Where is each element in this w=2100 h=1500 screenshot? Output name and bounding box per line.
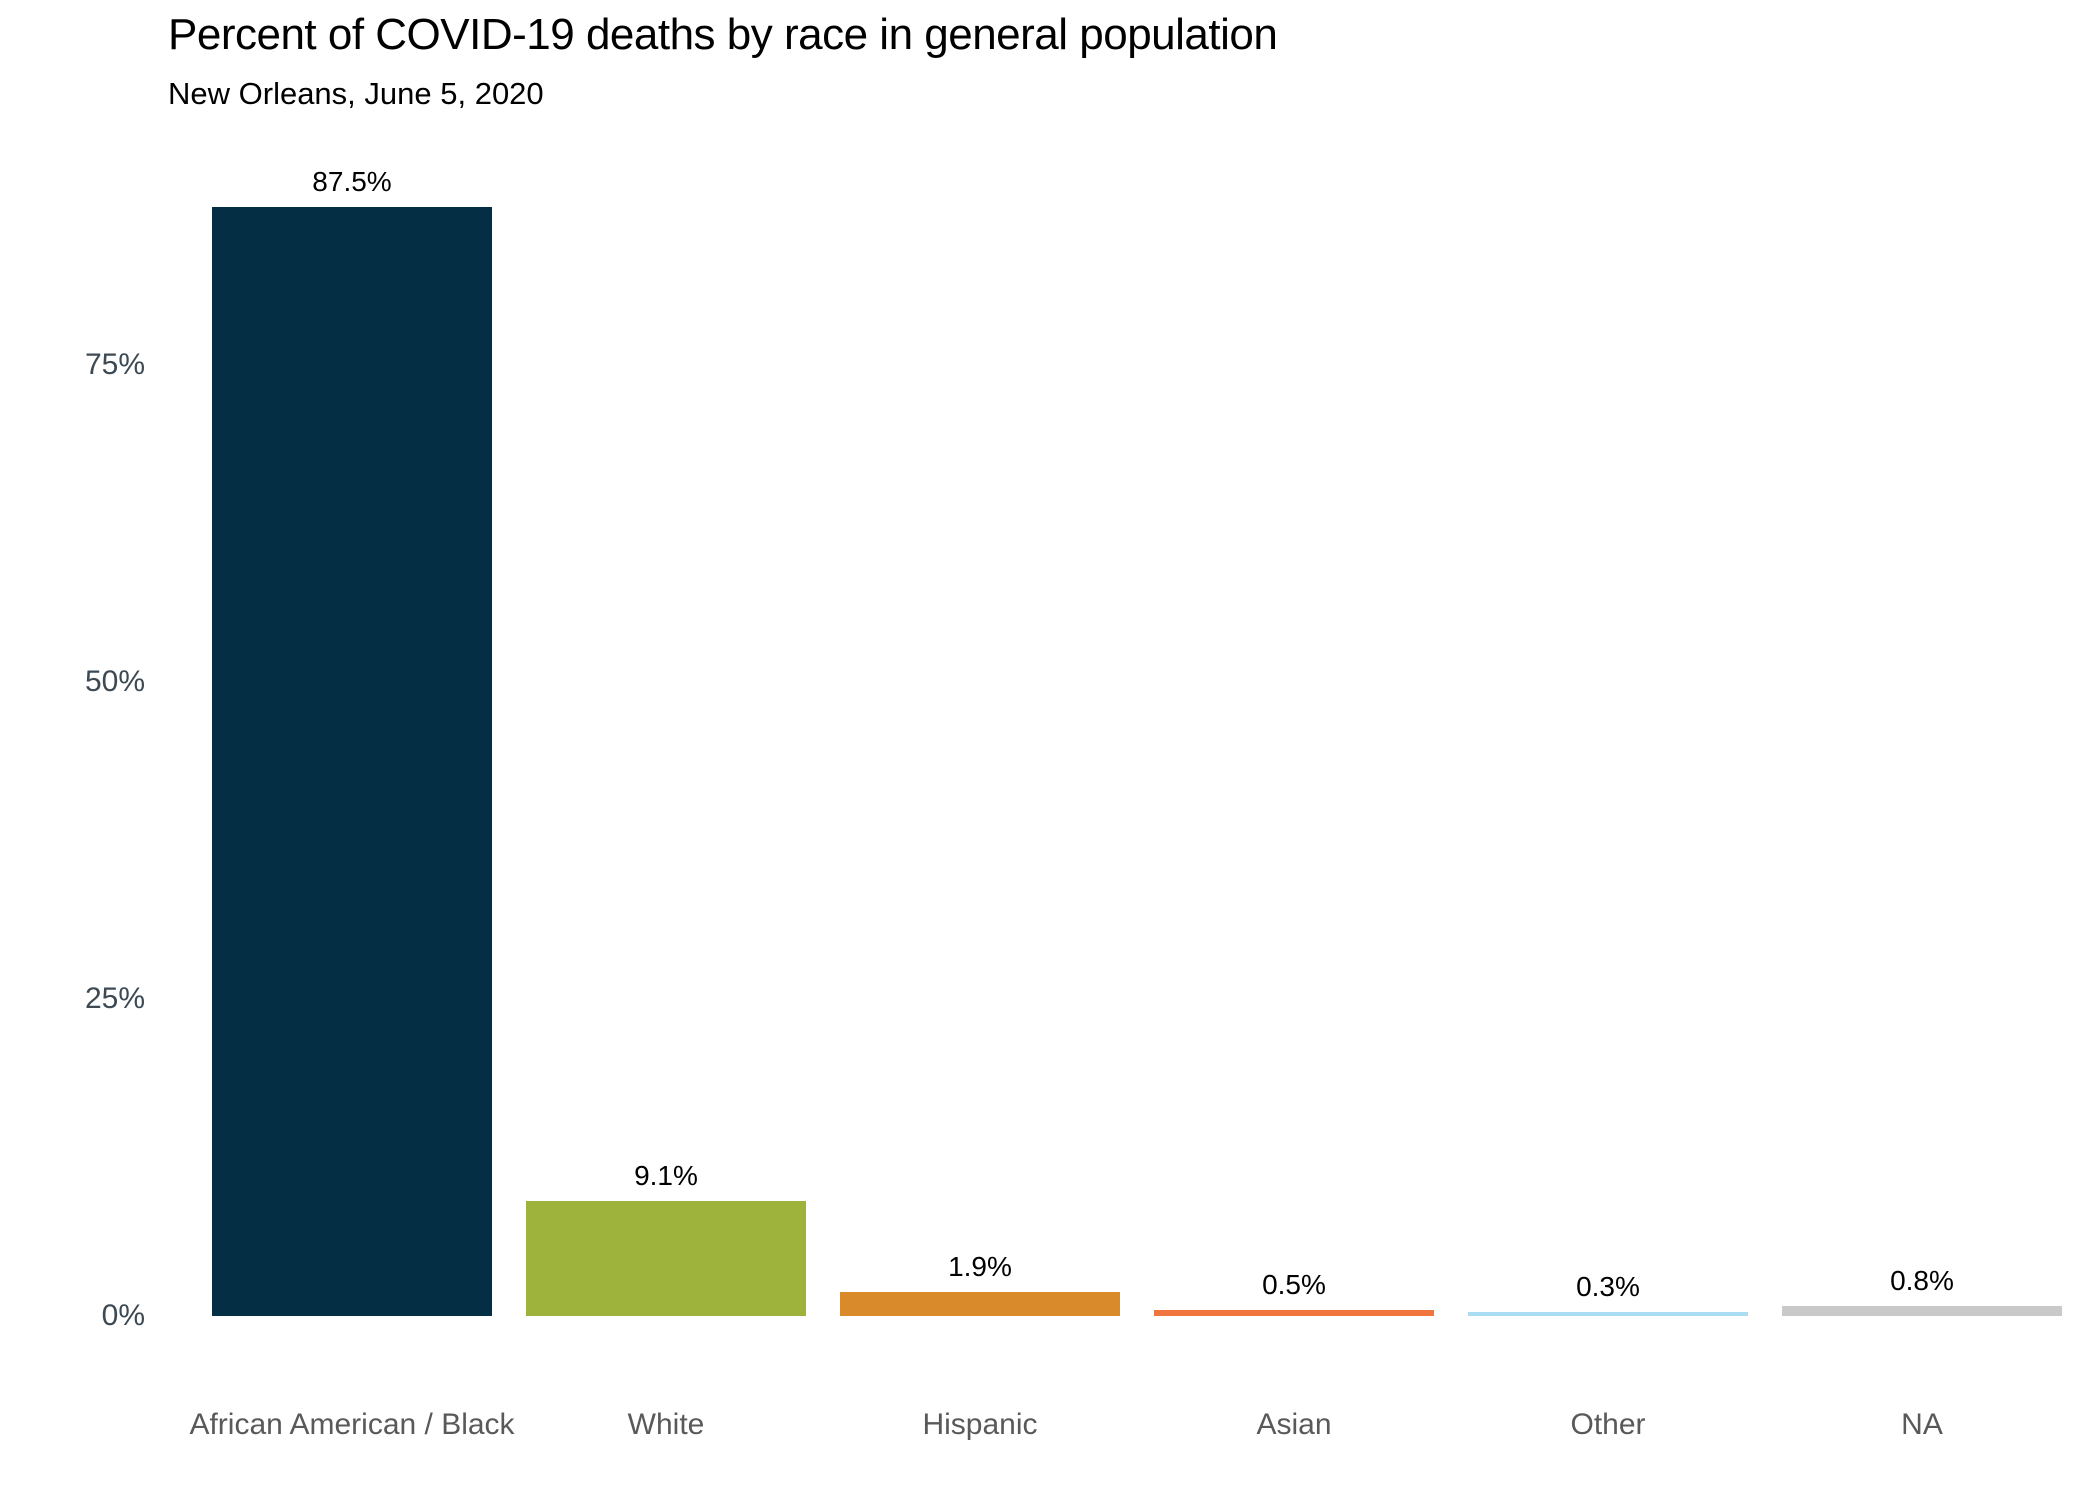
bar-value-label: 0.5% <box>1262 1268 1326 1300</box>
bar <box>840 1291 1120 1316</box>
bar-value-label: 0.3% <box>1576 1271 1640 1303</box>
category-label: Other <box>1570 1408 1646 1441</box>
bar-value-label: 0.8% <box>1890 1264 1954 1296</box>
y-tick-label: 25% <box>84 982 145 1016</box>
category-label: Hispanic <box>922 1408 1038 1441</box>
y-tick-label: 0% <box>101 1299 145 1332</box>
chart-subtitle: New Orleans, June 5, 2020 <box>168 76 544 111</box>
category-label: NA <box>1901 1408 1943 1441</box>
bar <box>1468 1312 1748 1316</box>
bar <box>1154 1309 1434 1316</box>
category-label: African American / Black <box>189 1408 515 1441</box>
bar-value-label: 9.1% <box>634 1159 698 1191</box>
chart-title: Percent of COVID-19 deaths by race in ge… <box>168 10 1278 59</box>
category-label: White <box>627 1408 705 1441</box>
bar-value-label: 87.5% <box>312 165 392 197</box>
bar-value-label: 1.9% <box>948 1250 1012 1282</box>
bar <box>526 1200 806 1316</box>
y-tick-label: 50% <box>84 665 145 699</box>
y-tick-label: 75% <box>84 348 145 382</box>
bar <box>1782 1305 2062 1316</box>
category-label: Asian <box>1256 1408 1332 1441</box>
bar <box>212 206 492 1316</box>
